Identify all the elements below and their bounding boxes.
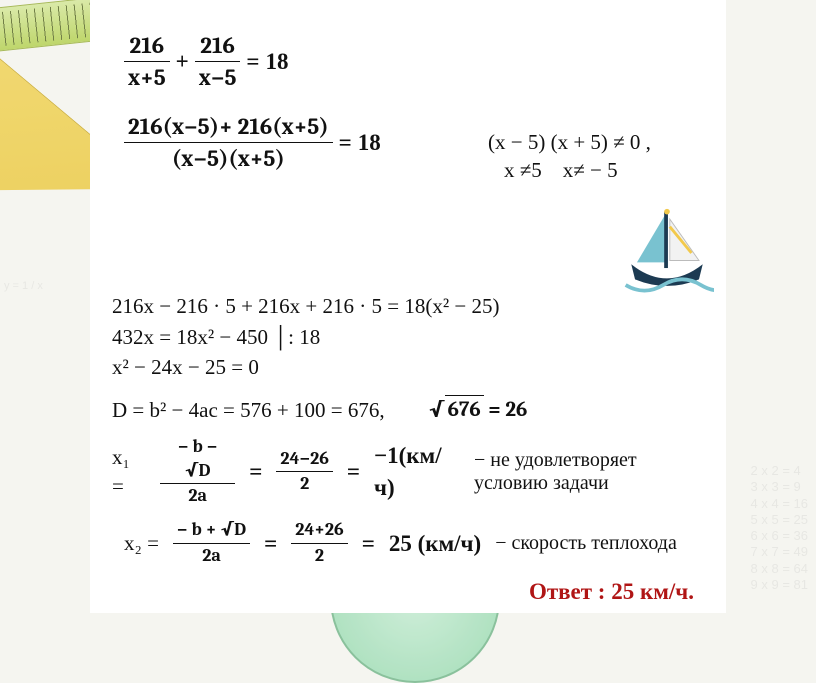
equals: = bbox=[339, 127, 352, 158]
x2-formula-den: 2a bbox=[173, 544, 250, 568]
sqrt-value: = 26 bbox=[488, 398, 527, 422]
eq2-den: (x−5)(x+5) bbox=[124, 143, 333, 174]
x2-row: х₂ = − b + √D2a = 24+262 = 25 (км/ч) − с… bbox=[112, 518, 704, 568]
x2-note: − скорость теплохода bbox=[495, 532, 677, 555]
equals: = bbox=[362, 528, 375, 559]
eq2-num: 216(x−5)+ 216(x+5) bbox=[124, 111, 333, 143]
derive-line-2: 432х = 18х² − 450 │: 18 bbox=[112, 323, 704, 351]
x2-calc-den: 2 bbox=[291, 544, 348, 568]
equals: = bbox=[249, 456, 262, 487]
x1-formula-num: − b − √D bbox=[160, 435, 235, 485]
bg-formula: y = 1 / x bbox=[4, 280, 43, 292]
derivation-block: 216х − 216 · 5 + 216х + 216 · 5 = 18(х² … bbox=[112, 292, 704, 381]
x1-row: х₁ = − b − √D2a = 24−262 = −1(км/ч) − не… bbox=[112, 435, 704, 509]
x2-calc-num: 24+26 bbox=[291, 518, 348, 543]
equals: = bbox=[264, 528, 277, 559]
discriminant-text: D = b² − 4ас = 576 + 100 = 676, bbox=[112, 396, 385, 424]
equals: = bbox=[246, 46, 259, 77]
x1-calc-den: 2 bbox=[276, 472, 333, 496]
equals: = bbox=[347, 456, 360, 487]
sqrt-radicand: 676 bbox=[445, 395, 484, 424]
sailboat-icon bbox=[620, 206, 714, 300]
condition-product: (х − 5) (х + 5) ≠ 0 , bbox=[488, 128, 651, 156]
sqrt-expression: √676 = 26 bbox=[429, 395, 528, 424]
x2-value: 25 (км/ч) bbox=[389, 528, 481, 559]
math-content: 216x+5 + 216x−5 = 18 216(x−5)+ 216(x+5)(… bbox=[90, 0, 726, 613]
x1-value: −1(км/ч) bbox=[374, 440, 460, 502]
sqrt-symbol: √ bbox=[429, 398, 445, 422]
bg-times-table: 2 x 2 = 4 3 x 3 = 9 4 x 4 = 16 5 x 5 = 2… bbox=[751, 463, 808, 593]
derive-line-3: х² − 24х − 25 = 0 bbox=[112, 353, 704, 381]
equation-1: 216x+5 + 216x−5 = 18 bbox=[112, 30, 704, 93]
conditions: (х − 5) (х + 5) ≠ 0 , х ≠5 х≠ − 5 bbox=[488, 128, 651, 185]
eq1-frac1-num: 216 bbox=[124, 30, 170, 62]
answer-text: Ответ : 25 км/ч. bbox=[112, 576, 704, 607]
eq1-frac1-den: x+5 bbox=[124, 62, 170, 93]
eq1-frac2-den: x−5 bbox=[195, 62, 241, 93]
derive-line-1: 216х − 216 · 5 + 216х + 216 · 5 = 18(х² … bbox=[112, 292, 704, 320]
x2-formula-num: − b + √D bbox=[173, 518, 250, 543]
x2-label: х₂ = bbox=[124, 529, 159, 557]
discriminant-row: D = b² − 4ас = 576 + 100 = 676, √676 = 2… bbox=[112, 395, 704, 424]
x1-note: − не удовлетворяет условию задачи bbox=[474, 449, 704, 495]
eq2-rhs: 18 bbox=[358, 127, 381, 158]
x1-label: х₁ = bbox=[112, 443, 146, 500]
eq1-frac2-num: 216 bbox=[195, 30, 241, 62]
x1-formula-den: 2a bbox=[160, 484, 235, 508]
plus: + bbox=[176, 46, 189, 77]
condition-values: х ≠5 х≠ − 5 bbox=[488, 156, 651, 184]
x1-calc-num: 24−26 bbox=[276, 447, 333, 472]
eq1-rhs: 18 bbox=[266, 46, 289, 77]
